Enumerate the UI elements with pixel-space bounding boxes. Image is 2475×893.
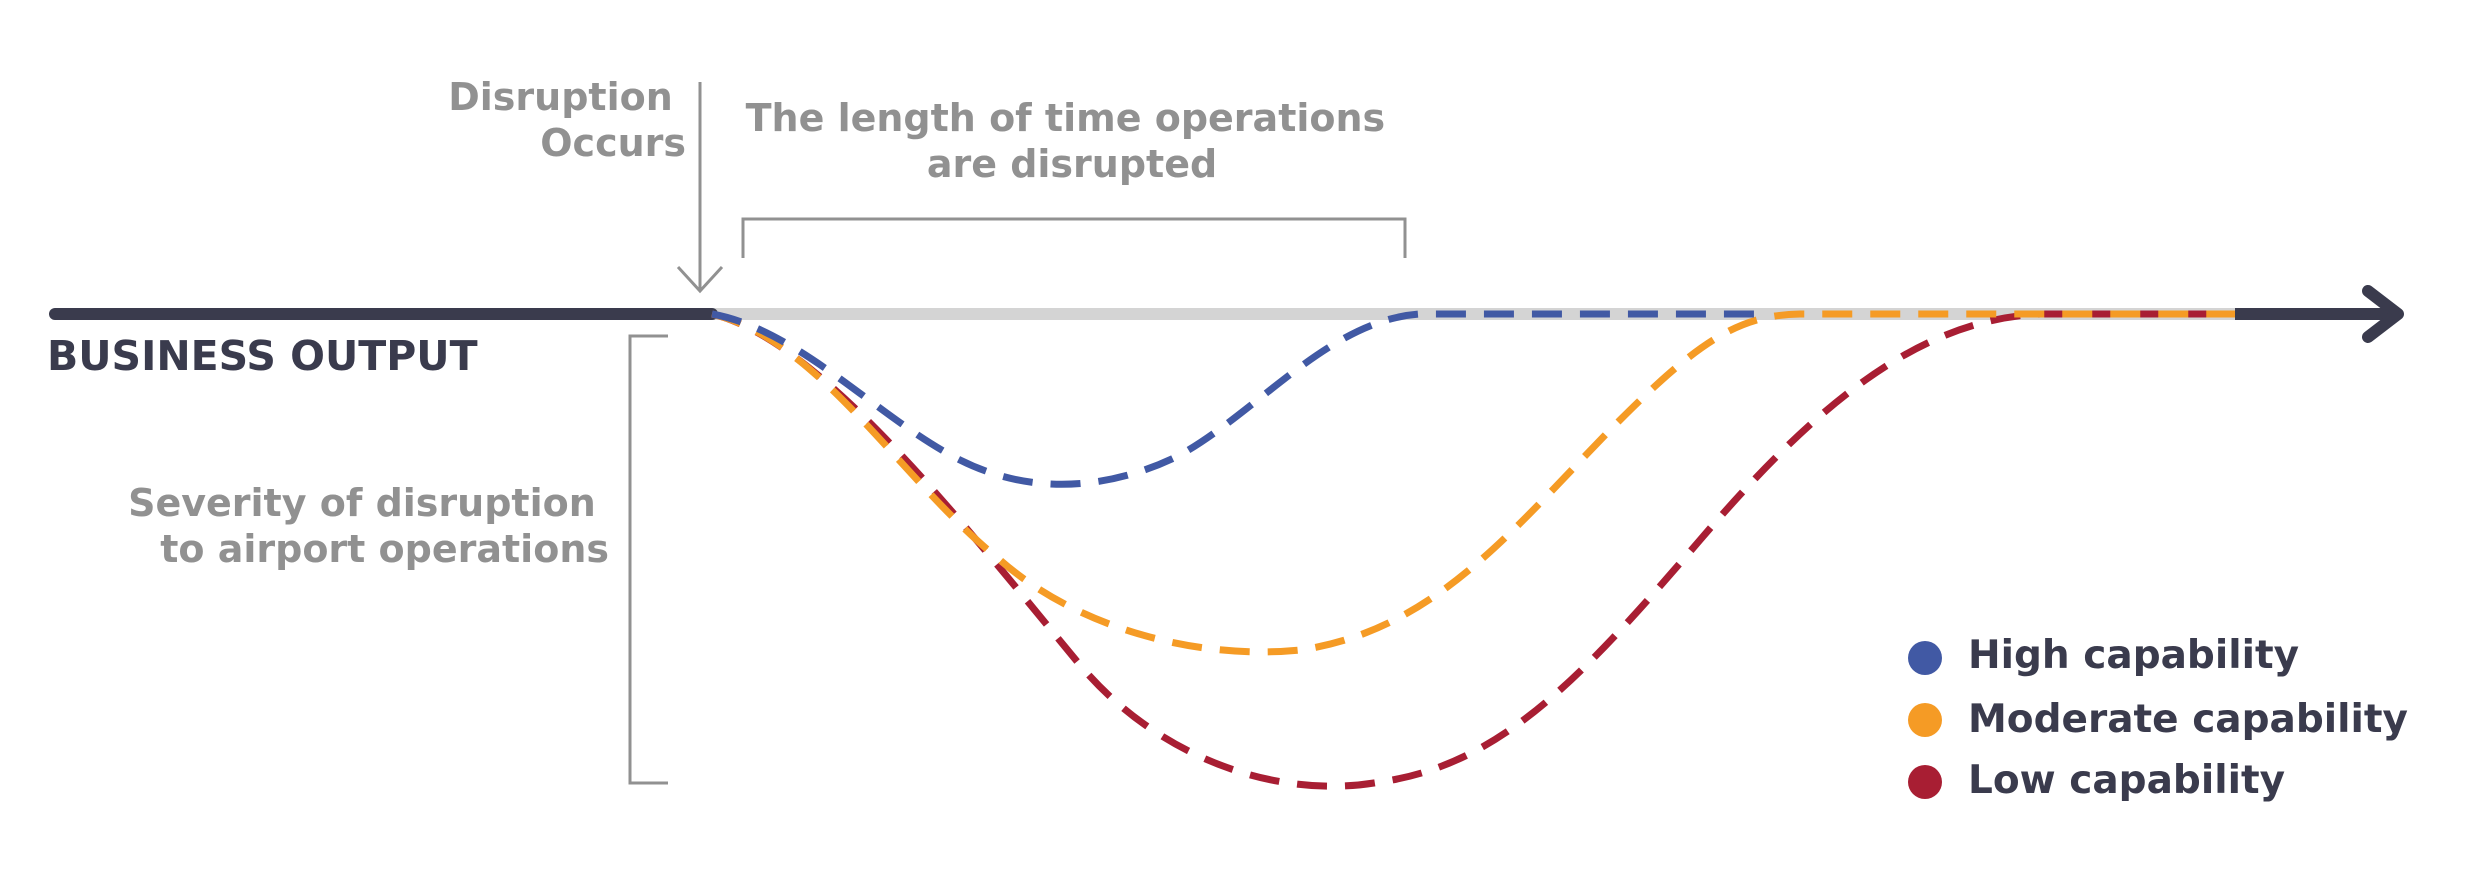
moderate-capability-curve (711, 310, 2235, 656)
legend-label-low: Low capability (1968, 758, 2285, 803)
axis-arrowhead (2362, 285, 2404, 343)
low-capability-curve (711, 310, 2235, 790)
disruption-arrow-head (676, 265, 724, 294)
time-bracket (741, 217, 1407, 258)
disruption-occurs-label: Disruption Occurs (448, 75, 686, 165)
legend: High capability Moderate capability Low … (1908, 633, 2408, 803)
legend-marker-high (1908, 641, 1942, 675)
legend-marker-moderate (1908, 703, 1942, 737)
legend-marker-low (1908, 765, 1942, 799)
legend-label-moderate: Moderate capability (1968, 697, 2408, 742)
severity-bracket (628, 334, 668, 785)
legend-label-high: High capability (1968, 633, 2299, 678)
business-output-label: BUSINESS OUTPUT (47, 332, 478, 380)
severity-label: Severity of disruption to airport operat… (128, 481, 609, 571)
high-capability-curve (711, 310, 1760, 488)
time-length-label: The length of time operations are disrup… (746, 96, 1399, 186)
